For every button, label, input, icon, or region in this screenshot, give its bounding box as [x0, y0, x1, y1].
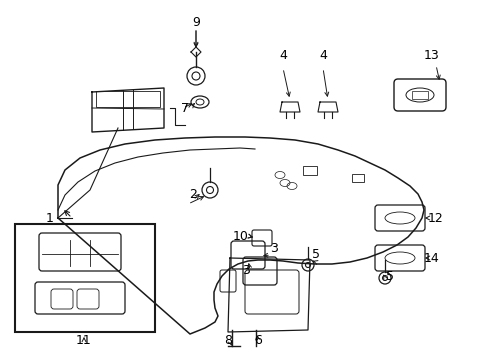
Text: 8: 8 — [224, 333, 231, 346]
Text: 9: 9 — [192, 15, 200, 28]
Text: 3: 3 — [269, 242, 277, 255]
Text: 1: 1 — [46, 212, 54, 225]
Text: 6: 6 — [254, 333, 262, 346]
Text: 5: 5 — [311, 248, 319, 261]
Text: 10: 10 — [233, 230, 248, 243]
Text: 5: 5 — [385, 270, 393, 283]
Bar — [351, 174, 363, 182]
Text: 4: 4 — [318, 49, 326, 62]
Bar — [96, 91, 160, 107]
Text: 7: 7 — [181, 102, 189, 114]
Text: 11: 11 — [76, 333, 92, 346]
Bar — [411, 91, 427, 99]
Bar — [15, 224, 155, 332]
Text: 12: 12 — [427, 212, 443, 225]
Text: 4: 4 — [279, 49, 286, 62]
Text: 14: 14 — [423, 252, 439, 265]
Bar — [303, 166, 316, 175]
Text: 2: 2 — [189, 188, 197, 201]
Text: 13: 13 — [423, 49, 439, 62]
Text: 3: 3 — [242, 264, 249, 276]
